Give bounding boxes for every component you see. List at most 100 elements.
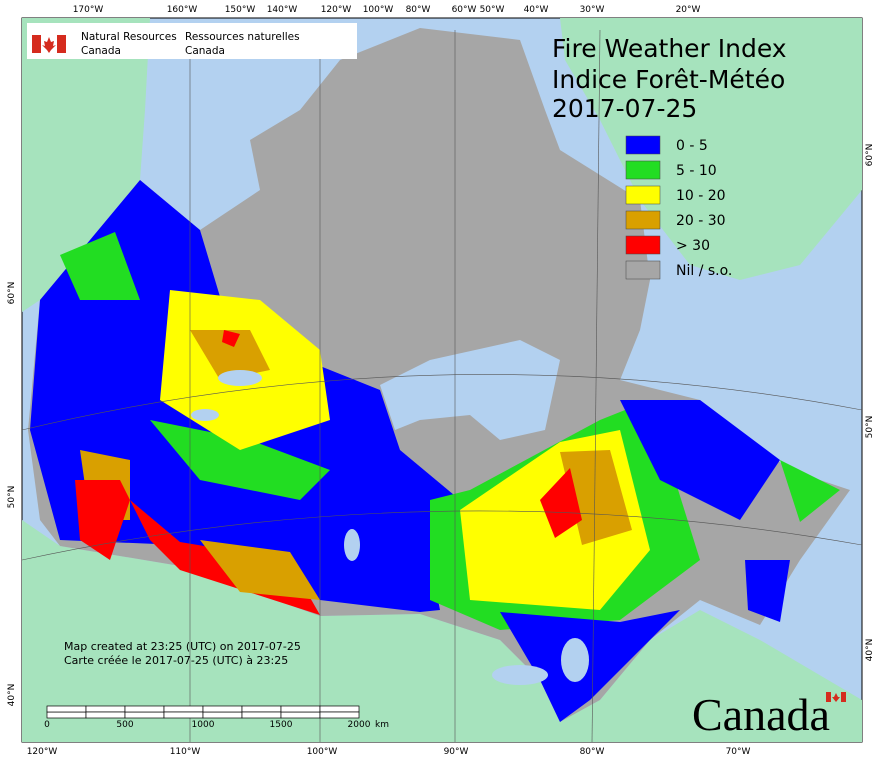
fire-zone — [745, 560, 790, 622]
legend-label: 0 - 5 — [676, 138, 708, 154]
lake — [344, 529, 360, 561]
latitude-label: 60°N — [865, 144, 875, 167]
longitude-label: 70°W — [726, 747, 751, 757]
meridian — [591, 29, 601, 743]
department-en: Canada — [81, 45, 121, 57]
scale-label: 1500 — [270, 720, 293, 730]
scale-label: 2000 — [348, 720, 371, 730]
lake — [218, 370, 262, 386]
legend-swatch — [625, 210, 661, 230]
legend: 0 - 5 5 - 10 10 - 20 20 - 30 > 30 Nil / s.o. — [625, 135, 732, 280]
lake — [492, 665, 548, 685]
parallel — [21, 510, 863, 561]
latitude-label: 50°N — [865, 416, 875, 439]
scale-segment — [124, 705, 165, 713]
scale-segment — [124, 711, 165, 719]
longitude-label: 120°W — [27, 747, 58, 757]
maple-leaf — [832, 693, 840, 702]
latitude-label: 40°N — [865, 639, 875, 662]
title: Fire Weather Index — [552, 34, 787, 63]
scale-segment — [202, 705, 243, 713]
header-box — [27, 23, 357, 59]
longitude-label: 50°W — [480, 5, 505, 15]
longitude-label: 100°W — [307, 747, 338, 757]
date: 2017-07-25 — [552, 94, 697, 123]
fire-zone — [60, 232, 140, 300]
scale-segment — [280, 705, 321, 713]
longitude-label: 40°W — [524, 5, 549, 15]
longitude-label: 160°W — [167, 5, 198, 15]
legend-swatch — [625, 185, 661, 205]
longitude-label: 80°W — [580, 747, 605, 757]
legend-label: Nil / s.o. — [676, 263, 732, 279]
scale-segment — [46, 711, 87, 719]
longitude-label: 30°W — [580, 5, 605, 15]
legend-label: 20 - 30 — [676, 213, 726, 229]
note: Carte créée le 2017-07-25 (UTC) à 23:25 — [64, 654, 288, 667]
fire-zone — [222, 330, 240, 347]
scale-label: 1000 — [192, 720, 215, 730]
longitude-label: 80°W — [406, 5, 431, 15]
scale-segment — [202, 711, 243, 719]
lake — [191, 409, 219, 421]
legend-label: 5 - 10 — [676, 163, 717, 179]
longitude-label: 60°W — [452, 5, 477, 15]
legend-swatch — [625, 235, 661, 255]
fire-zone — [620, 400, 780, 520]
scale-segment — [280, 711, 321, 719]
flag-bar — [826, 692, 831, 702]
greenland — [560, 18, 862, 280]
scale-segment — [241, 711, 282, 719]
longitude-label: 100°W — [363, 5, 394, 15]
scale-segment — [46, 705, 87, 713]
scale-segment — [163, 705, 204, 713]
scale-segment — [85, 711, 126, 719]
legend-swatch — [625, 135, 661, 155]
graticule — [21, 29, 863, 743]
scale-segment — [319, 711, 360, 719]
maple-leaf — [42, 37, 56, 53]
scale-label: 500 — [116, 720, 133, 730]
united-states — [22, 520, 862, 742]
note: Map created at 23:25 (UTC) on 2017-07-25 — [64, 640, 301, 653]
fire-zone — [200, 540, 320, 600]
parallel — [21, 374, 863, 431]
lakes — [191, 370, 589, 685]
latitude-label: 40°N — [7, 684, 17, 707]
scale-segment — [85, 705, 126, 713]
department-fr: Ressources naturelles — [185, 31, 300, 43]
fire-zone — [540, 468, 582, 538]
fire-zones — [30, 180, 840, 722]
scale-segment — [241, 705, 282, 713]
scale-bar: 0 500 1000 1500 2000 km — [44, 705, 389, 730]
wordmark: Canada — [692, 689, 846, 740]
department-en: Natural Resources — [81, 31, 177, 43]
legend-label: > 30 — [676, 238, 710, 254]
longitude-label: 150°W — [225, 5, 256, 15]
flag-bar — [32, 35, 41, 53]
lake — [561, 638, 589, 682]
flag-bar — [841, 692, 846, 702]
legend-swatch — [625, 260, 661, 280]
graticule-labels: 170°W 160°W 150°W 140°W 120°W 100°W 80°W 60°W 50… — [7, 5, 875, 757]
hudson-bay — [380, 340, 560, 440]
longitude-label: 140°W — [267, 5, 298, 15]
fire-zone — [500, 610, 680, 722]
canada-wordmark: Canada — [692, 689, 830, 740]
flag-bar — [57, 35, 66, 53]
longitude-label: 20°W — [676, 5, 701, 15]
longitude-label: 170°W — [73, 5, 104, 15]
department-fr: Canada — [185, 45, 225, 57]
longitude-label: 110°W — [170, 747, 201, 757]
alaska — [22, 18, 150, 312]
longitude-label: 90°W — [444, 747, 469, 757]
scale-segment — [163, 711, 204, 719]
scale-label: 0 — [44, 720, 50, 730]
fire-zone — [150, 420, 330, 500]
fire-zone — [780, 460, 840, 522]
legend-label: 10 - 20 — [676, 188, 726, 204]
longitude-label: 120°W — [321, 5, 352, 15]
title: Indice Forêt-Météo — [552, 65, 785, 94]
scale-segment — [319, 705, 360, 713]
